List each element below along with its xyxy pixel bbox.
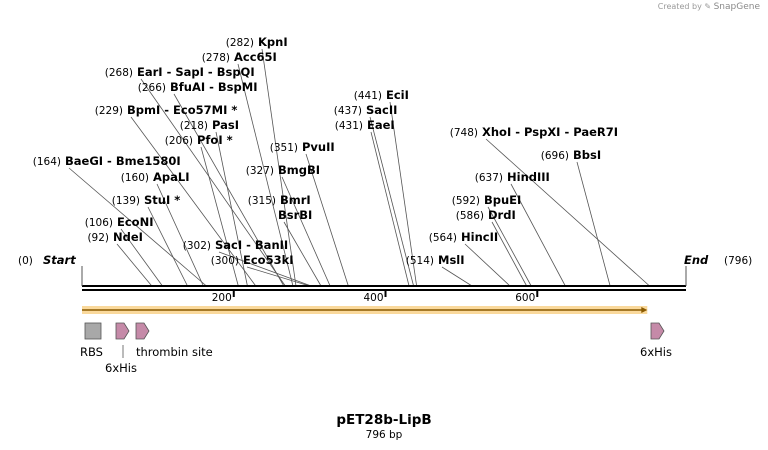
site-label: (92) NdeI bbox=[87, 230, 143, 244]
map-length: 796 bp bbox=[366, 429, 403, 441]
feature-label: 6xHis bbox=[640, 345, 672, 359]
site-label: (278) Acc65I bbox=[202, 50, 277, 64]
site-label: (229) BpmI - Eco57MI * bbox=[95, 103, 238, 117]
feature-arrow bbox=[115, 322, 130, 340]
site-label: (164) BaeGI - Bme1580I bbox=[33, 154, 181, 168]
feature-label: RBS bbox=[80, 345, 103, 359]
site-label: (437) SacII bbox=[334, 103, 398, 117]
site-line bbox=[576, 161, 611, 287]
site-label: (586) DrdI bbox=[456, 208, 516, 222]
credit-brand: SnapGene bbox=[713, 2, 760, 12]
site-label: (218) PasI bbox=[180, 118, 239, 132]
site-label: (327) BmgBI bbox=[246, 163, 320, 177]
end-label: End bbox=[684, 253, 709, 267]
site-label: (206) PfoI * bbox=[165, 133, 233, 147]
axis-tick-label: 200 bbox=[212, 292, 232, 304]
site-label: (514) MslI bbox=[406, 253, 465, 267]
axis-tick-label: 400 bbox=[363, 292, 383, 304]
site-line bbox=[237, 63, 294, 287]
site-line bbox=[510, 183, 566, 287]
site-line bbox=[120, 228, 163, 287]
site-label: (315) BmrI bbox=[248, 193, 311, 207]
site-line bbox=[485, 138, 650, 287]
site-label: (268) EarI - SapI - BspQI bbox=[105, 65, 255, 79]
feature-label: thrombin site bbox=[136, 345, 213, 359]
site-label: (637) HindIII bbox=[475, 170, 550, 184]
site-line bbox=[491, 221, 528, 287]
site-line bbox=[68, 167, 207, 287]
site-line bbox=[218, 251, 312, 287]
site-label: (748) XhoI - PspXI - PaeR7I bbox=[450, 125, 618, 139]
site-label: BsrBI bbox=[278, 208, 312, 222]
feature-arrow bbox=[135, 322, 150, 340]
snapgene-logo-icon: ✎ bbox=[704, 2, 712, 11]
site-line bbox=[283, 221, 322, 287]
site-line bbox=[487, 206, 532, 287]
site-line bbox=[200, 146, 239, 287]
map-title: pET28b-LipB bbox=[336, 412, 431, 428]
start-label: Start bbox=[43, 253, 76, 267]
created-by-credit: Created by ✎ SnapGene bbox=[658, 2, 760, 12]
site-line bbox=[261, 48, 297, 287]
site-labels: (92) NdeI(106) EcoNI (139) StuI * (160) ApaLI (… bbox=[33, 35, 618, 267]
start-position: (0) bbox=[18, 255, 33, 267]
site-line bbox=[281, 176, 331, 287]
site-line bbox=[464, 243, 511, 287]
site-line bbox=[441, 266, 473, 287]
orf-arrowhead bbox=[641, 307, 648, 313]
end-position: (796) bbox=[724, 255, 752, 267]
site-line bbox=[389, 101, 418, 287]
site-line bbox=[147, 206, 188, 287]
site-line bbox=[305, 153, 349, 287]
site-label: (696) BbsI bbox=[541, 148, 601, 162]
site-lines bbox=[68, 48, 650, 287]
site-label: (441) EciI bbox=[354, 88, 409, 102]
site-line bbox=[370, 131, 410, 287]
site-label: (266) BfuAI - BspMI bbox=[138, 80, 258, 94]
site-label: (300) Eco53kI bbox=[211, 253, 294, 267]
site-label: (351) PvuII bbox=[270, 140, 335, 154]
site-label: (160) ApaLI bbox=[121, 170, 190, 184]
feature-arrow bbox=[650, 322, 665, 340]
site-label: (282) KpnI bbox=[226, 35, 288, 49]
site-line bbox=[369, 116, 414, 287]
credit-prefix: Created by bbox=[657, 2, 702, 11]
axis-tick-label: 600 bbox=[515, 292, 535, 304]
site-line bbox=[140, 78, 286, 287]
site-line bbox=[246, 266, 310, 287]
site-label: (302) SacI - BanII bbox=[183, 238, 288, 252]
site-label: (431) EaeI bbox=[335, 118, 395, 132]
axis-ticks: 200 400 600 bbox=[212, 290, 539, 304]
site-label: (139) StuI * bbox=[112, 193, 181, 207]
site-line bbox=[116, 243, 153, 287]
site-line bbox=[173, 93, 285, 287]
orf-bar bbox=[82, 306, 648, 314]
site-label: (592) BpuEI bbox=[452, 193, 522, 207]
site-label: (106) EcoNI bbox=[85, 215, 154, 229]
site-label: (564) HincII bbox=[429, 230, 498, 244]
feature-box bbox=[84, 322, 102, 340]
site-line bbox=[156, 183, 204, 287]
feature-label: 6xHis bbox=[105, 361, 137, 375]
